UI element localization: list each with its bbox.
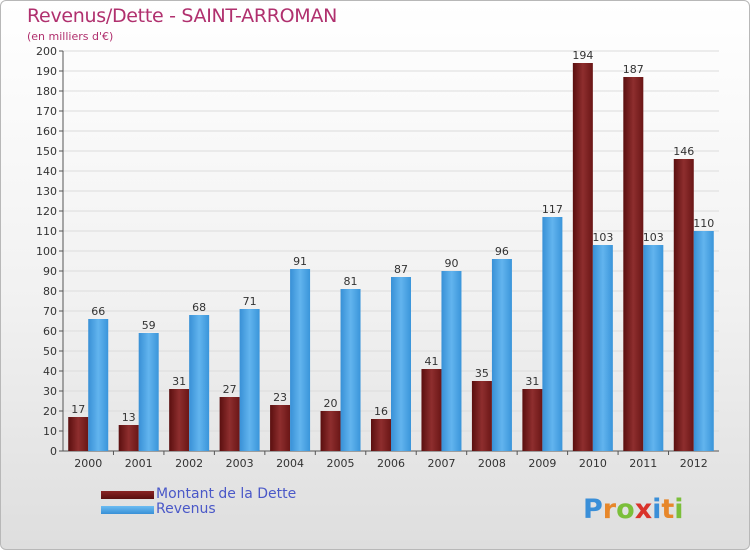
x-tick-label: 2003 bbox=[226, 457, 254, 470]
data-label-dette: 27 bbox=[223, 383, 237, 396]
bar-dette-2001 bbox=[118, 425, 139, 451]
data-label-revenus: 110 bbox=[693, 217, 714, 230]
bar-revenus-2007 bbox=[441, 271, 462, 451]
data-label-revenus: 90 bbox=[444, 257, 458, 270]
data-label-dette: 20 bbox=[324, 397, 338, 410]
y-tick-label: 140 bbox=[36, 165, 57, 178]
bar-revenus-2005 bbox=[340, 289, 361, 451]
y-tick-label: 100 bbox=[36, 245, 57, 258]
x-tick-label: 2011 bbox=[629, 457, 657, 470]
bar-dette-2010 bbox=[572, 63, 593, 451]
y-tick-label: 120 bbox=[36, 205, 57, 218]
x-tick-label: 2002 bbox=[175, 457, 203, 470]
bar-dette-2009 bbox=[522, 389, 543, 451]
y-tick-label: 0 bbox=[50, 445, 57, 458]
chart-subtitle: (en milliers d'€) bbox=[27, 30, 114, 43]
data-label-revenus: 87 bbox=[394, 263, 408, 276]
bar-dette-2007 bbox=[421, 369, 442, 451]
proxiti-logo-text: Proxiti bbox=[583, 494, 684, 525]
bar-dette-2008 bbox=[471, 381, 492, 451]
data-label-dette: 31 bbox=[525, 375, 539, 388]
bar-dette-2005 bbox=[320, 411, 341, 451]
legend-swatch-revenus bbox=[101, 506, 154, 514]
legend-swatch-dette bbox=[101, 491, 154, 499]
data-labels: 17 66 13 59 31 68 27 71 23 91 20 81 16 87 41 90 35 96 31 11… bbox=[71, 49, 714, 424]
y-tick-label: 10 bbox=[43, 425, 57, 438]
bar-dette-2003 bbox=[219, 397, 240, 451]
x-tick-label: 2008 bbox=[478, 457, 506, 470]
bar-revenus-2002 bbox=[189, 315, 210, 451]
bar-revenus-2004 bbox=[290, 269, 311, 451]
y-tick-label: 90 bbox=[43, 265, 57, 278]
data-label-revenus: 66 bbox=[91, 305, 105, 318]
data-label-revenus: 103 bbox=[592, 231, 613, 244]
bar-revenus-2008 bbox=[491, 259, 512, 451]
y-tick-label: 130 bbox=[36, 185, 57, 198]
bar-dette-2011 bbox=[623, 77, 644, 451]
bar-revenus-2006 bbox=[391, 277, 411, 451]
data-label-revenus: 117 bbox=[542, 203, 563, 216]
data-label-dette: 41 bbox=[424, 355, 438, 368]
chart-title: Revenus/Dette - SAINT-ARROMAN bbox=[27, 5, 337, 27]
bar-dette-2000 bbox=[68, 417, 89, 451]
bar-dette-2012 bbox=[673, 159, 694, 451]
data-label-dette: 187 bbox=[623, 63, 644, 76]
data-label-revenus: 59 bbox=[142, 319, 156, 332]
x-tick-label: 2005 bbox=[327, 457, 355, 470]
y-tick-label: 20 bbox=[43, 405, 57, 418]
data-label-dette: 194 bbox=[572, 49, 593, 62]
y-tick-label: 80 bbox=[43, 285, 57, 298]
y-tick-label: 110 bbox=[36, 225, 57, 238]
data-label-revenus: 91 bbox=[293, 255, 307, 268]
data-label-dette: 31 bbox=[172, 375, 186, 388]
data-label-revenus: 96 bbox=[495, 245, 509, 258]
x-tick-label: 2010 bbox=[579, 457, 607, 470]
bar-revenus-2012 bbox=[693, 231, 714, 451]
x-tick-label: 2009 bbox=[528, 457, 556, 470]
bars bbox=[68, 63, 714, 451]
data-label-revenus: 81 bbox=[344, 275, 358, 288]
legend-label-dette: Montant de la Dette bbox=[156, 486, 297, 502]
bar-revenus-2001 bbox=[138, 333, 159, 451]
y-tick-label: 180 bbox=[36, 85, 57, 98]
x-tick-label: 2001 bbox=[125, 457, 153, 470]
bar-revenus-2010 bbox=[592, 245, 613, 451]
y-tick-label: 30 bbox=[43, 385, 57, 398]
proxiti-logo: Proxiti bbox=[583, 494, 684, 525]
data-label-revenus: 68 bbox=[192, 301, 206, 314]
data-label-dette: 35 bbox=[475, 367, 489, 380]
data-label-dette: 16 bbox=[374, 405, 388, 418]
y-tick-label: 170 bbox=[36, 105, 57, 118]
bar-dette-2006 bbox=[371, 419, 391, 451]
x-tick-label: 2004 bbox=[276, 457, 304, 470]
bar-revenus-2003 bbox=[239, 309, 260, 451]
y-tick-label: 70 bbox=[43, 305, 57, 318]
x-tick-label: 2000 bbox=[74, 457, 102, 470]
x-tick-label: 2006 bbox=[377, 457, 405, 470]
y-tick-label: 150 bbox=[36, 145, 57, 158]
data-label-dette: 17 bbox=[71, 403, 85, 416]
y-tick-label: 190 bbox=[36, 65, 57, 78]
y-tick-label: 40 bbox=[43, 365, 57, 378]
bar-revenus-2000 bbox=[88, 319, 109, 451]
bar-revenus-2009 bbox=[542, 217, 563, 451]
data-label-revenus: 71 bbox=[243, 295, 257, 308]
data-label-dette: 146 bbox=[673, 145, 694, 158]
y-tick-label: 160 bbox=[36, 125, 57, 138]
y-tick-label: 60 bbox=[43, 325, 57, 338]
data-label-dette: 13 bbox=[122, 411, 136, 424]
data-label-revenus: 103 bbox=[643, 231, 664, 244]
data-label-dette: 23 bbox=[273, 391, 287, 404]
y-tick-label: 200 bbox=[36, 45, 57, 58]
bar-dette-2004 bbox=[270, 405, 291, 451]
x-tick-label: 2012 bbox=[680, 457, 708, 470]
bar-dette-2002 bbox=[169, 389, 190, 451]
y-tick-label: 50 bbox=[43, 345, 57, 358]
x-tick-label: 2007 bbox=[427, 457, 455, 470]
legend-label-revenus: Revenus bbox=[156, 501, 216, 517]
bar-revenus-2011 bbox=[643, 245, 664, 451]
